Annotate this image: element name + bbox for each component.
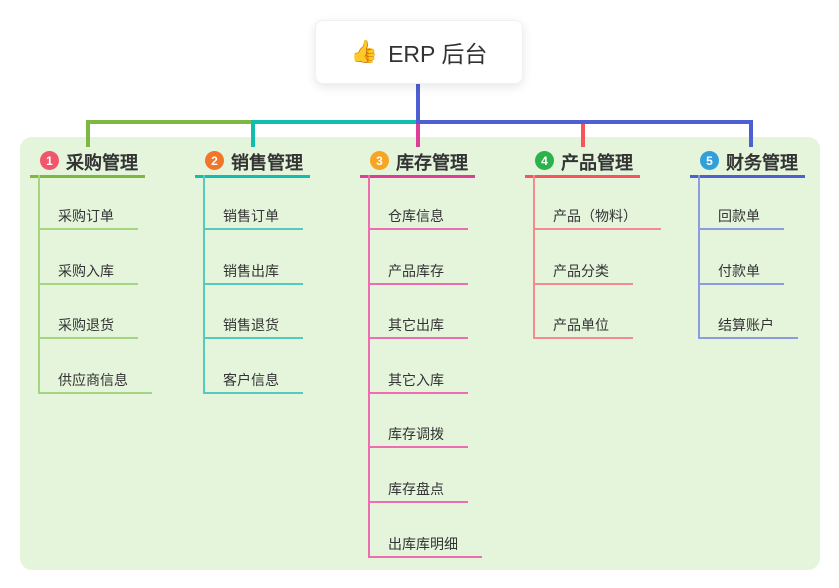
branch-child-connector — [698, 175, 700, 339]
branch-underline — [195, 175, 310, 178]
child-node[interactable]: 库存调拨 — [368, 418, 468, 448]
child-node[interactable]: 库存盘点 — [368, 473, 468, 503]
root-node[interactable]: 👍 ERP 后台 — [315, 20, 523, 84]
child-node[interactable]: 供应商信息 — [38, 364, 152, 394]
child-node[interactable]: 结算账户 — [698, 309, 798, 339]
child-node[interactable]: 产品库存 — [368, 255, 468, 285]
branch-label: 库存管理 — [396, 153, 468, 173]
connector-bus-sales — [251, 120, 420, 124]
child-node[interactable]: 采购退货 — [38, 309, 138, 339]
child-node[interactable]: 其它入库 — [368, 364, 468, 394]
branch-underline — [525, 175, 640, 178]
branch-number-badge: 4 — [535, 151, 554, 170]
branch-underline — [360, 175, 475, 178]
child-node[interactable]: 销售出库 — [203, 255, 303, 285]
thumbs-up-icon: 👍 — [350, 39, 379, 64]
connector-drop-finance — [749, 120, 753, 147]
connector-drop-purchase — [86, 120, 90, 147]
child-node[interactable]: 产品（物料） — [533, 200, 661, 230]
branch-label: 产品管理 — [561, 153, 633, 173]
branch-child-connector — [368, 175, 370, 558]
child-node[interactable]: 销售订单 — [203, 200, 303, 230]
child-node[interactable]: 回款单 — [698, 200, 784, 230]
child-node[interactable]: 其它出库 — [368, 309, 468, 339]
branch-number-badge: 3 — [370, 151, 389, 170]
child-node[interactable]: 采购入库 — [38, 255, 138, 285]
branch-number-badge: 5 — [700, 151, 719, 170]
child-node[interactable]: 产品单位 — [533, 309, 633, 339]
branches-panel — [20, 137, 820, 570]
branch-child-connector — [533, 175, 535, 339]
connector-drop-product — [581, 120, 585, 147]
connector-root-stem — [416, 82, 420, 124]
branch-label: 销售管理 — [231, 153, 303, 173]
child-node[interactable]: 付款单 — [698, 255, 784, 285]
child-node[interactable]: 销售退货 — [203, 309, 303, 339]
branch-underline — [690, 175, 805, 178]
child-node[interactable]: 仓库信息 — [368, 200, 468, 230]
connector-drop-sales — [251, 120, 255, 147]
child-node[interactable]: 采购订单 — [38, 200, 138, 230]
branch-label: 财务管理 — [726, 153, 798, 173]
connector-drop-inventory — [416, 120, 420, 147]
child-node[interactable]: 客户信息 — [203, 364, 303, 394]
branch-underline — [30, 175, 145, 178]
child-node[interactable]: 出库库明细 — [368, 528, 482, 558]
branch-number-badge: 2 — [205, 151, 224, 170]
connector-bus-finance — [416, 120, 753, 124]
branch-label: 采购管理 — [66, 153, 138, 173]
child-node[interactable]: 产品分类 — [533, 255, 633, 285]
root-label: ERP 后台 — [388, 41, 488, 67]
branch-number-badge: 1 — [40, 151, 59, 170]
